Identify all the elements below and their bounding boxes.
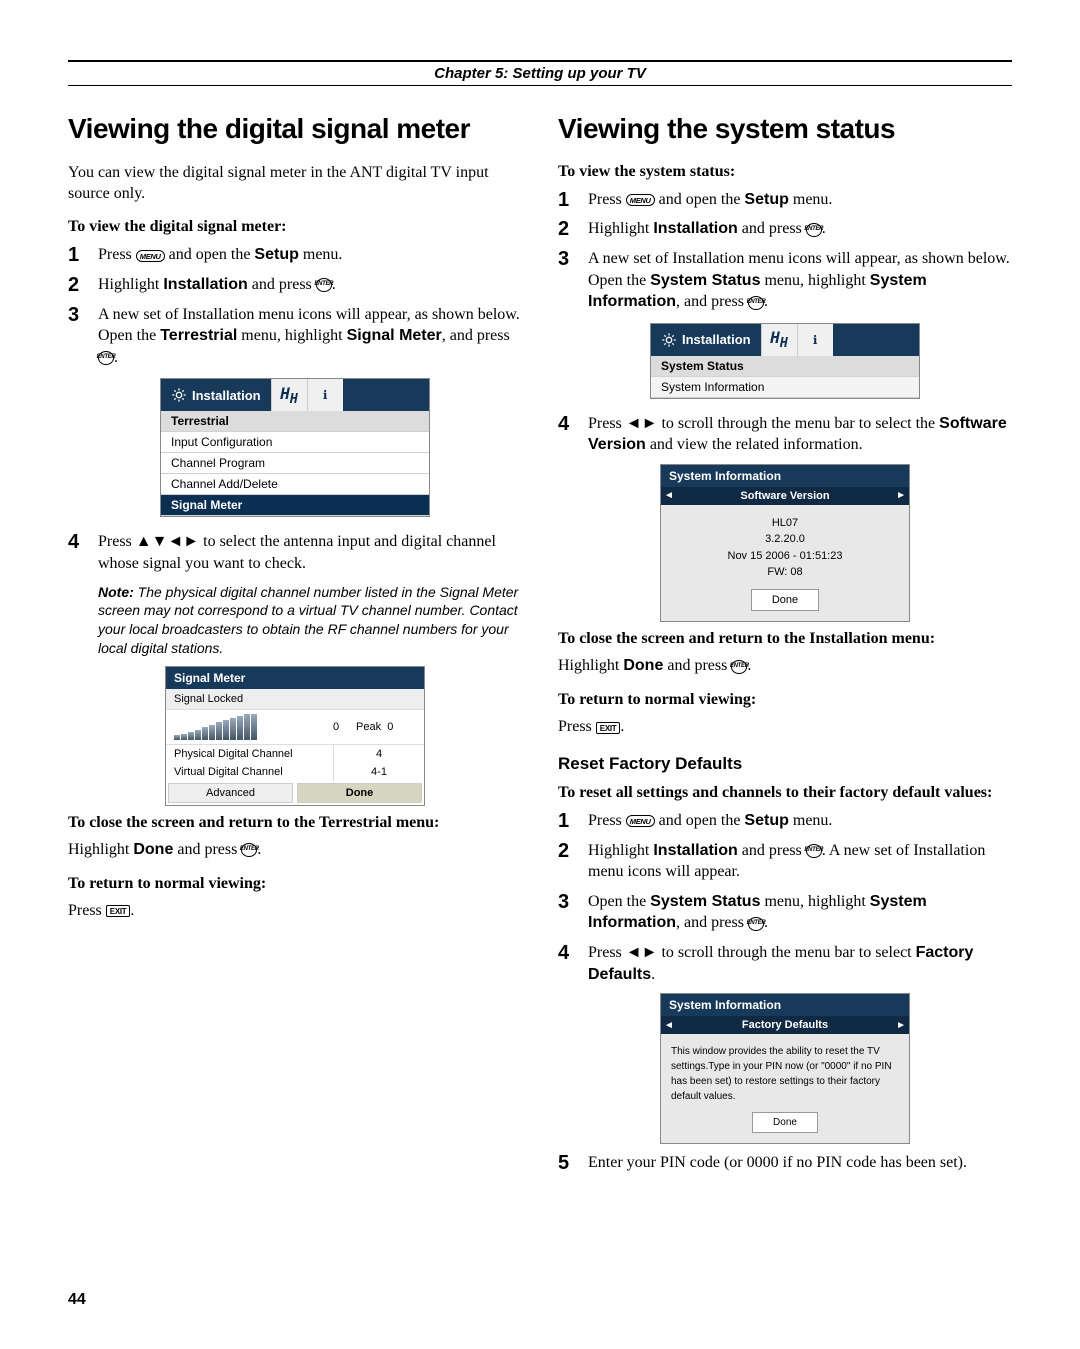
left-close-text: Highlight Done and press ENTER. — [68, 840, 522, 861]
chapter-title: Chapter 5: Setting up your TV — [68, 65, 1012, 82]
arrows-icon: ◄► — [626, 415, 658, 432]
sysinfo-line: FW: 08 — [671, 564, 899, 581]
arrows-icon: ▲▼◄► — [136, 533, 199, 550]
exit-icon: EXIT — [596, 722, 621, 734]
right-arrow-icon: ► — [896, 490, 906, 501]
icon-slot-1: HH — [761, 324, 797, 356]
gear-icon — [661, 332, 677, 348]
reset-step-3: Open the System Status menu, highlight S… — [558, 891, 1012, 934]
menu-category: System Status — [651, 356, 919, 377]
sigmeter-virt-val: 4-1 — [334, 763, 424, 781]
gear-icon — [171, 387, 187, 403]
right-close-text: Highlight Done and press ENTER. — [558, 656, 1012, 677]
enter-icon: ENTER — [241, 843, 257, 857]
factory-tab: Factory Defaults — [742, 1019, 828, 1031]
chapter-header: Chapter 5: Setting up your TV — [68, 60, 1012, 86]
reset-step-2: Highlight Installation and press ENTER. … — [558, 840, 1012, 883]
menu-item: Channel Add/Delete — [161, 474, 429, 495]
signal-meter-figure: Signal Meter Signal Locked 0 Peak 0 Phys… — [165, 666, 425, 806]
menu-item: Input Configuration — [161, 432, 429, 453]
left-subhead-2: To close the screen and return to the Te… — [68, 814, 522, 832]
sigmeter-peak: Peak 0 — [356, 721, 416, 733]
enter-icon: ENTER — [731, 660, 747, 674]
factory-defaults-figure: System Information ◄ Factory Defaults ► Th… — [660, 993, 910, 1144]
menu-item-selected: Signal Meter — [161, 495, 429, 516]
sigmeter-phys-val: 4 — [334, 745, 424, 763]
reset-step-5: Enter your PIN code (or 0000 if no PIN c… — [558, 1152, 1012, 1174]
reset-step-4: Press ◄► to scroll through the menu bar … — [558, 942, 1012, 985]
left-step-4: Press ▲▼◄► to select the antenna input a… — [68, 531, 522, 574]
icon-slot-2: ℹ — [307, 379, 343, 411]
menu-item-selected: System Information — [651, 377, 919, 398]
enter-icon: ENTER — [748, 296, 764, 310]
sigmeter-bars — [174, 714, 316, 740]
enter-icon: ENTER — [748, 917, 764, 931]
right-subhead-1: To view the system status: — [558, 163, 1012, 181]
left-arrow-icon: ◄ — [664, 1020, 674, 1031]
reset-subhead: To reset all settings and channels to th… — [558, 784, 1012, 802]
sysinfo-tab: Software Version — [740, 490, 829, 502]
page-number: 44 — [68, 1291, 86, 1309]
left-step-3: A new set of Installation menu icons wil… — [68, 304, 522, 369]
left-subhead-1: To view the digital signal meter: — [68, 218, 522, 236]
software-version-figure: System Information ◄ Software Version ► HL… — [660, 464, 910, 623]
enter-icon: ENTER — [806, 844, 822, 858]
sigmeter-advanced-button: Advanced — [168, 783, 293, 803]
menu-tab-installation: Installation — [651, 324, 761, 356]
menu-icon: MENU — [626, 815, 655, 827]
right-subhead-3: To return to normal viewing: — [558, 691, 1012, 709]
left-return-text: Press EXIT. — [68, 901, 522, 922]
left-note: Note: The physical digital channel numbe… — [98, 583, 522, 659]
sigmeter-done-button: Done — [297, 783, 422, 803]
right-step-1: Press MENU and open the Setup menu. — [558, 189, 1012, 211]
factory-done-button: Done — [752, 1112, 818, 1133]
left-step-2: Highlight Installation and press ENTER. — [68, 274, 522, 296]
right-step-4: Press ◄► to scroll through the menu bar … — [558, 413, 1012, 456]
right-subhead-2: To close the screen and return to the In… — [558, 630, 1012, 648]
sysinfo-done-button: Done — [751, 589, 819, 612]
arrows-icon: ◄► — [626, 944, 658, 961]
right-return-text: Press EXIT. — [558, 717, 1012, 738]
factory-header: System Information — [661, 994, 909, 1016]
sigmeter-virt-label: Virtual Digital Channel — [166, 763, 334, 781]
right-step-3: A new set of Installation menu icons wil… — [558, 248, 1012, 313]
sysinfo-line: 3.2.20.0 — [671, 531, 899, 548]
right-step-2: Highlight Installation and press ENTER. — [558, 218, 1012, 240]
left-intro: You can view the digital signal meter in… — [68, 163, 522, 205]
system-status-menu-figure: Installation HH ℹ System Status System I… — [650, 323, 920, 399]
sigmeter-header: Signal Meter — [166, 667, 424, 689]
sysinfo-line: HL07 — [671, 515, 899, 532]
sysinfo-header: System Information — [661, 465, 909, 487]
icon-slot-1: HH — [271, 379, 307, 411]
sigmeter-phys-label: Physical Digital Channel — [166, 745, 334, 763]
reset-step-1: Press MENU and open the Setup menu. — [558, 810, 1012, 832]
right-column: Viewing the system status To view the sy… — [558, 114, 1012, 1182]
sysinfo-line: Nov 15 2006 - 01:51:23 — [671, 548, 899, 565]
left-column: Viewing the digital signal meter You can… — [68, 114, 522, 1182]
factory-body: This window provides the ability to rese… — [671, 1044, 899, 1104]
left-step-1: Press MENU and open the Setup menu. — [68, 244, 522, 266]
right-arrow-icon: ► — [896, 1020, 906, 1031]
terrestrial-menu-figure: Installation HH ℹ Terrestrial Input Conf… — [160, 378, 430, 517]
exit-icon: EXIT — [106, 905, 131, 917]
enter-icon: ENTER — [98, 351, 114, 365]
menu-icon: MENU — [626, 194, 655, 206]
sigmeter-locked: Signal Locked — [166, 689, 424, 710]
reset-heading: Reset Factory Defaults — [558, 754, 1012, 774]
menu-tab-installation: Installation — [161, 379, 271, 411]
left-arrow-icon: ◄ — [664, 490, 674, 501]
sigmeter-value: 0 — [316, 721, 356, 733]
menu-category: Terrestrial — [161, 411, 429, 432]
enter-icon: ENTER — [316, 278, 332, 292]
right-section-title: Viewing the system status — [558, 114, 1012, 145]
menu-item: Channel Program — [161, 453, 429, 474]
menu-icon: MENU — [136, 250, 165, 262]
left-section-title: Viewing the digital signal meter — [68, 114, 522, 145]
enter-icon: ENTER — [806, 223, 822, 237]
left-subhead-3: To return to normal viewing: — [68, 875, 522, 893]
icon-slot-2: ℹ — [797, 324, 833, 356]
